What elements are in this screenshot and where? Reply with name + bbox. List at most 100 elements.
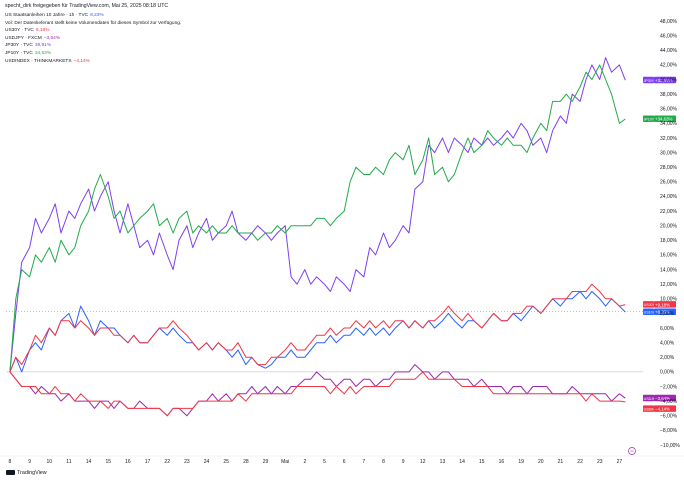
badge-symbol: USDINDEX (644, 407, 663, 411)
legend-label: US30Y · TVC (5, 28, 34, 34)
legend-label: USDINDEX · THINKMARKETS (5, 58, 72, 64)
legend-row-usdindex[interactable]: USDINDEX · THINKMARKETS −4,14% (5, 58, 181, 66)
badge-us10y: US10Y +8,23% (643, 308, 676, 315)
legend-value: 34,63% (34, 50, 52, 56)
series-line-us30y[interactable] (9, 283, 626, 373)
axes (0, 311, 684, 457)
legend: US Staatsanleihen 10 Jahre · 1h · TVC 8,2… (5, 12, 181, 65)
y-tick-label: 10,00% (660, 297, 678, 303)
y-tick-label: 16,00% (660, 253, 678, 259)
badge-symbol-box (643, 394, 654, 402)
legend-row-main-symbol[interactable]: US Staatsanleihen 10 Jahre · 1h · TVC 8,2… (5, 12, 181, 20)
x-tick-label: 2 (303, 459, 306, 465)
tradingview-logo[interactable]: TradingView (6, 470, 47, 476)
legend-label: JP30Y · TVC (5, 43, 33, 49)
y-tick-label: 40,00% (660, 77, 678, 83)
legend-label: Vol: Der Datenlieferant stellt keine Vol… (5, 20, 182, 26)
brand-text: TradingView (17, 470, 47, 476)
badge-value-box (654, 115, 676, 122)
legend-row-us30y[interactable]: US30Y · TVC 9,18% (5, 27, 181, 35)
badge-value: −3,64% (655, 396, 670, 401)
x-tick-label: 14 (86, 459, 92, 465)
y-tick-label: 32,00% (660, 136, 678, 142)
x-tick-label: 12 (420, 459, 426, 465)
badge-symbol-box (643, 76, 654, 84)
x-tick-label: 22 (577, 459, 583, 465)
badge-usdindex: USDINDEX−4,14% (643, 405, 676, 412)
y-tick-label: 42,00% (660, 63, 678, 69)
series-line-usdjpy[interactable] (9, 364, 626, 417)
x-tick-label: 9 (28, 459, 31, 465)
badge-value: +8,23% (655, 310, 670, 315)
legend-row-jp10y[interactable]: JP10Y · TVC 34,63% (5, 50, 181, 58)
price-badges: JP30Y +39,91%JP10Y +34,63%US10Y +8,23%US30Y… (628, 76, 676, 455)
x-tick-label: 15 (105, 459, 111, 465)
y-tick-label: 24,00% (660, 194, 678, 200)
y-tick-label: −4,00% (660, 399, 678, 405)
badge-symbol: JP10Y (644, 118, 655, 122)
badge-value: +34,63% (655, 117, 673, 122)
y-tick-label: 36,00% (660, 107, 678, 113)
badge-symbol: US30Y (644, 303, 656, 307)
legend-value: 8,23% (90, 13, 104, 18)
x-tick-label: 9 (402, 459, 405, 465)
legend-value: 9,18% (35, 28, 50, 34)
x-tick-label: Mai (281, 459, 289, 465)
legend-value: 39,91% (34, 43, 52, 49)
x-tick-label: 29 (263, 459, 269, 465)
badge-symbol: USDJPY (644, 397, 659, 401)
legend-label: USDJPY · FXCM (5, 35, 42, 41)
badge-jp30y: JP30Y +39,91% (643, 76, 676, 84)
y-tick-label: 28,00% (660, 165, 678, 171)
badge-value: +9,18% (655, 302, 670, 307)
y-tick-label: 22,00% (660, 209, 678, 215)
badge-value: +39,91% (655, 78, 673, 83)
series-group (9, 57, 626, 417)
y-tick-label: 20,00% (660, 223, 678, 229)
y-tick-label: 14,00% (660, 267, 678, 273)
y-tick-label: 34,00% (660, 121, 678, 127)
series-line-jp30y[interactable] (9, 57, 626, 372)
y-tick-label: 26,00% (660, 180, 678, 186)
x-tick-label: 23 (597, 459, 603, 465)
badge-value: −4,14% (655, 407, 670, 412)
legend-row-jp30y[interactable]: JP30Y · TVC 39,91% (5, 42, 181, 50)
x-tick-label: 8 (9, 459, 12, 465)
badge-symbol-box (643, 115, 654, 122)
x-tick-label: 6 (343, 459, 346, 465)
calendar-icon[interactable] (628, 447, 636, 455)
tradingview-logo-icon (6, 470, 15, 476)
badge-symbol-box (643, 405, 654, 412)
legend-row-usdjpy[interactable]: USDJPY · FXCM −3,64% (5, 35, 181, 43)
x-tick-label: 16 (499, 459, 505, 465)
badge-symbol-box (643, 308, 654, 315)
x-tick-label: 25 (223, 459, 229, 465)
x-tick-label: 5 (323, 459, 326, 465)
y-tick-label: 6,00% (660, 326, 675, 332)
badge-value-box (654, 394, 676, 402)
x-tick-label: 14 (459, 459, 465, 465)
series-line-us10y[interactable] (9, 291, 626, 373)
badge-symbol-box (643, 301, 654, 308)
badge-usdjpy: USDJPY−3,64% (643, 394, 676, 402)
x-tick-label: 20 (538, 459, 544, 465)
legend-row-volume-note: Vol: Der Datenlieferant stellt keine Vol… (5, 20, 181, 28)
legend-value: −3,64% (43, 35, 61, 41)
y-tick-label: 30,00% (660, 150, 678, 156)
x-tick-label: 27 (617, 459, 623, 465)
x-tick-label: 23 (184, 459, 190, 465)
y-tick-label: 0,00% (660, 370, 675, 376)
badge-value-box (654, 301, 676, 308)
y-tick-label: −2,00% (660, 384, 678, 390)
x-tick-label: 16 (125, 459, 131, 465)
series-line-usdindex[interactable] (9, 371, 626, 417)
badge-symbol: US10Y (644, 311, 656, 315)
legend-value: −4,14% (73, 58, 90, 64)
x-tick-label: 28 (243, 459, 249, 465)
badge-value-box (654, 76, 676, 84)
y-tick-label: −6,00% (660, 414, 678, 420)
y-tick-label: 12,00% (660, 282, 678, 288)
series-line-jp10y[interactable] (9, 64, 626, 372)
x-tick-label: 22 (164, 459, 170, 465)
